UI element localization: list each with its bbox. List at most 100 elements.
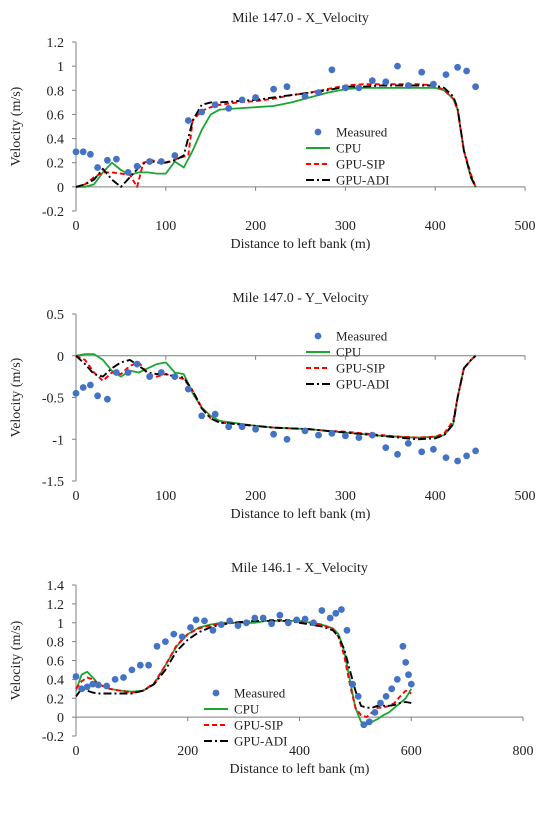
legend-marker-measured — [212, 689, 220, 697]
data-point-measured — [217, 621, 225, 628]
chart-title: Mile 147.0 - Y_Velocity — [232, 291, 368, 306]
data-point-measured — [349, 680, 356, 688]
data-point-measured — [404, 440, 412, 447]
x-tick-label: 500 — [515, 489, 536, 504]
data-point-measured — [234, 622, 242, 629]
data-point-measured — [301, 427, 309, 435]
data-point-measured — [226, 617, 234, 625]
data-point-measured — [171, 152, 179, 159]
legend-label: GPU-ADI — [336, 377, 389, 392]
x-tick-label: 400 — [425, 219, 446, 234]
data-point-measured — [328, 430, 336, 437]
data-point-measured — [310, 619, 317, 627]
data-point-measured — [103, 682, 111, 690]
y-axis-label: Velocity (m/s) — [9, 620, 24, 700]
data-point-measured — [276, 611, 284, 619]
y-tick-label: -0.2 — [42, 205, 64, 220]
y-tick-label: 0.4 — [47, 673, 65, 688]
data-point-measured — [354, 693, 362, 700]
legend-marker-measured — [314, 128, 322, 136]
y-tick-label: 1.2 — [47, 598, 65, 613]
y-tick-label: 0 — [57, 181, 64, 196]
data-point-measured — [184, 385, 192, 393]
data-point-measured — [407, 680, 415, 688]
x-tick-label: 0 — [73, 489, 80, 504]
data-point-measured — [318, 607, 326, 614]
data-point-measured — [184, 117, 192, 124]
data-point-measured — [283, 83, 291, 91]
data-point-measured — [209, 626, 217, 634]
legend-label: GPU-ADI — [336, 173, 389, 188]
y-tick-label: 0.8 — [47, 84, 65, 99]
data-point-measured — [377, 699, 384, 707]
chart-title: Mile 146.1 - X_Velocity — [231, 561, 368, 576]
x-tick-label: 600 — [401, 744, 422, 759]
data-point-measured — [394, 450, 401, 458]
data-point-measured — [198, 412, 206, 420]
x-tick-label: 200 — [245, 219, 266, 234]
y-tick-label: 1 — [57, 617, 64, 632]
x-tick-label: 0 — [73, 219, 80, 234]
y-axis-label: Velocity (m/s) — [9, 86, 24, 166]
legend-label: Measured — [336, 125, 388, 140]
legend-label: GPU-SIP — [234, 718, 283, 733]
y-tick-label: 1.2 — [47, 36, 65, 51]
data-point-measured — [72, 148, 80, 156]
data-point-measured — [301, 92, 309, 100]
data-point-measured — [192, 616, 200, 624]
data-point-measured — [72, 673, 80, 680]
data-point-measured — [252, 94, 259, 101]
data-point-measured — [442, 454, 450, 461]
data-point-measured — [252, 425, 259, 433]
data-point-measured — [79, 384, 87, 391]
x-tick-label: 100 — [155, 489, 176, 504]
data-point-measured — [454, 457, 461, 465]
data-point-measured — [72, 389, 80, 397]
x-tick-label: 300 — [335, 219, 356, 234]
data-point-measured — [128, 666, 136, 674]
data-point-measured — [120, 674, 127, 681]
y-tick-label: 1 — [57, 60, 64, 75]
data-point-measured — [442, 71, 450, 78]
data-point-measured — [111, 676, 119, 683]
data-point-measured — [153, 642, 161, 650]
y-tick-label: 0 — [57, 711, 64, 726]
y-tick-label: 0.2 — [47, 157, 65, 172]
data-point-measured — [79, 148, 87, 156]
data-point-measured — [178, 633, 186, 641]
data-point-measured — [171, 373, 179, 380]
data-point-measured — [146, 158, 154, 165]
data-point-measured — [187, 624, 194, 631]
legend-label: GPU-SIP — [336, 157, 385, 172]
data-point-measured — [365, 718, 373, 726]
data-point-measured — [371, 709, 379, 716]
data-point-measured — [355, 434, 363, 441]
x-tick-label: 100 — [155, 219, 176, 234]
data-point-measured — [368, 77, 376, 84]
data-point-measured — [238, 96, 246, 104]
data-point-measured — [136, 661, 144, 669]
data-point-measured — [338, 606, 345, 613]
data-point-measured — [393, 676, 401, 683]
chart-title: Mile 147.0 - X_Velocity — [232, 11, 369, 26]
series-line-gpu-adi — [75, 84, 477, 188]
data-point-measured — [402, 659, 410, 666]
x-axis-label: Distance to left bank (m) — [230, 762, 370, 777]
data-point-measured — [225, 105, 233, 112]
data-point-measured — [83, 683, 91, 691]
data-point-measured — [157, 158, 165, 165]
data-point-measured — [270, 430, 277, 438]
legend-label: GPU-ADI — [234, 734, 287, 749]
y-tick-label: 0.4 — [47, 133, 65, 148]
legend-marker-measured — [314, 332, 322, 340]
y-tick-label: 0.6 — [47, 108, 65, 123]
data-point-measured — [394, 62, 401, 70]
y-tick-label: 0 — [57, 350, 64, 365]
y-tick-label: -1.5 — [42, 475, 64, 490]
data-point-measured — [133, 162, 141, 170]
data-point-measured — [382, 78, 390, 86]
data-point-measured — [343, 626, 351, 634]
data-point-measured — [472, 447, 479, 455]
data-point-measured — [133, 360, 141, 368]
